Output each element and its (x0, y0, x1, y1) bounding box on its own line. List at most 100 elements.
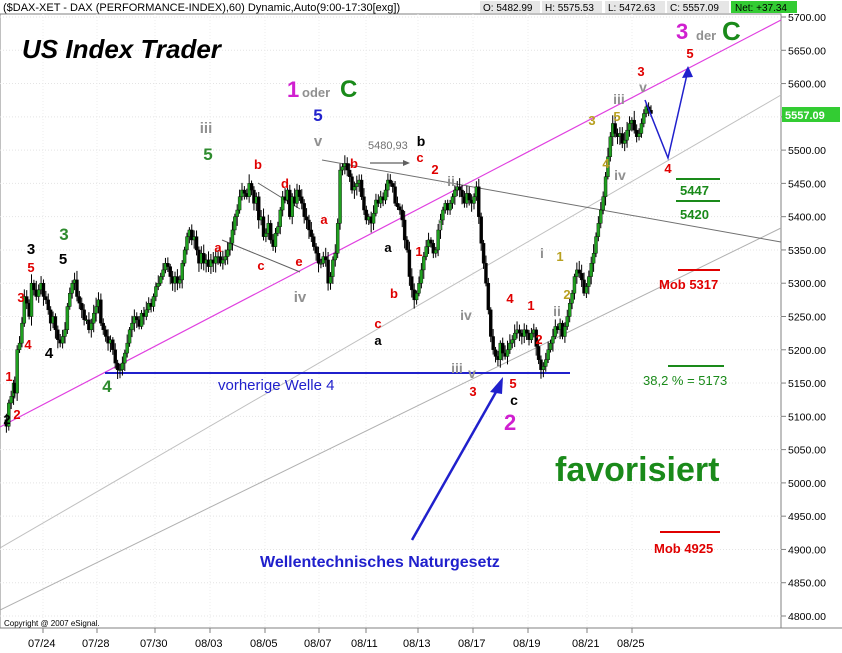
candle-body (359, 179, 364, 197)
candle-body (484, 263, 488, 284)
candle-body (312, 236, 316, 247)
grid (0, 14, 781, 628)
candle-body (486, 283, 491, 311)
candle-body (328, 276, 333, 284)
wave-label: 5 (686, 46, 693, 61)
candle-body (601, 196, 605, 211)
candle-body (563, 326, 567, 337)
candle-body (414, 293, 419, 301)
y-tick-label: 5200.00 (788, 345, 826, 357)
candle-body (120, 362, 125, 370)
candle-body (297, 189, 302, 197)
candle-body (94, 306, 98, 314)
candle-body (541, 366, 546, 370)
candle-body (510, 339, 514, 344)
candle-body (591, 253, 596, 264)
candle-body (273, 233, 278, 247)
candle-body (551, 336, 555, 344)
candle-body (290, 196, 294, 217)
candle-body (529, 332, 534, 340)
wave-label: iv (294, 289, 307, 306)
x-tick-label: 08/05 (250, 638, 278, 650)
candle-body (637, 133, 641, 138)
candle-body (99, 299, 103, 324)
candle-body (15, 349, 19, 394)
candle-body (63, 329, 67, 337)
y-tick-label: 4850.00 (788, 578, 826, 590)
candle-body (302, 203, 306, 217)
wave-label: v (314, 133, 323, 150)
candle-body (118, 369, 122, 371)
wave-label: 3 (637, 64, 644, 79)
wave-label: 5 (27, 260, 34, 275)
candle-body (493, 349, 498, 357)
level-5480-label: 5480,93 (368, 140, 408, 152)
candle-body (620, 133, 624, 144)
candle-body (156, 283, 160, 287)
wave-label: 5 (203, 145, 212, 164)
candle-body (44, 296, 48, 301)
candle-body (304, 216, 309, 221)
candle-body (405, 239, 409, 251)
candle-body (524, 329, 529, 334)
one-oder-c-oder: oder (302, 85, 330, 100)
wave-label: iv (614, 167, 626, 183)
candle-body (80, 302, 84, 311)
candle-body (472, 196, 476, 204)
wave-label: a (374, 333, 382, 348)
candle-body (417, 283, 421, 294)
y-tick-label: 4900.00 (788, 544, 826, 556)
candle-body (113, 349, 117, 364)
header-low: L: 5472.63 (608, 3, 656, 14)
candle-body (221, 259, 225, 264)
candle-body (91, 312, 96, 324)
candle-body (340, 166, 345, 171)
candle-body (589, 263, 593, 277)
candle-body (355, 183, 359, 187)
last-price-box (782, 107, 840, 122)
candle-body (230, 229, 235, 244)
candle-body (235, 209, 239, 217)
candle-body (548, 342, 553, 350)
candle-body (89, 322, 94, 331)
candle-body (501, 342, 505, 354)
candle-body (457, 186, 462, 191)
candle-body (17, 342, 22, 350)
candle-body (386, 179, 390, 191)
wave-label: c (257, 258, 264, 273)
candle-body (622, 139, 627, 144)
wave-label: 4 (506, 291, 514, 306)
candle-body (338, 169, 342, 224)
wave-label: iii (613, 91, 625, 107)
y-tick-label: 5250.00 (788, 312, 826, 324)
wave-label: 4 (24, 337, 32, 352)
candle-body (352, 186, 357, 191)
wave-label: 4 (45, 345, 54, 362)
candle-body (388, 179, 392, 184)
candle-body (115, 362, 120, 370)
candle-body (300, 196, 304, 204)
candle-body (546, 349, 550, 360)
wave-label: 5 (59, 251, 67, 268)
y-tick-label: 4800.00 (788, 611, 826, 623)
candle-body (431, 243, 436, 254)
wave-label: c (510, 392, 518, 408)
candle-body (154, 286, 158, 297)
candle-body (237, 196, 242, 211)
candle-body (324, 256, 328, 261)
wave-label: b (417, 133, 426, 149)
wave-label: 4 (602, 156, 610, 171)
y-tick-label: 5300.00 (788, 278, 826, 290)
candle-body (402, 219, 407, 241)
candle-body (309, 229, 314, 237)
candle-body (383, 189, 388, 201)
wave-label: 3 (27, 241, 35, 258)
candle-body (450, 196, 455, 204)
copyright: Copyright @ 2007 eSignal. (4, 619, 100, 628)
y-tick-label: 4950.00 (788, 511, 826, 523)
candle-body (642, 113, 646, 124)
wave-label: c (374, 316, 381, 331)
wave-label: 3 (588, 113, 595, 128)
candle-body (333, 253, 337, 261)
wave-label: 2 (431, 162, 438, 177)
